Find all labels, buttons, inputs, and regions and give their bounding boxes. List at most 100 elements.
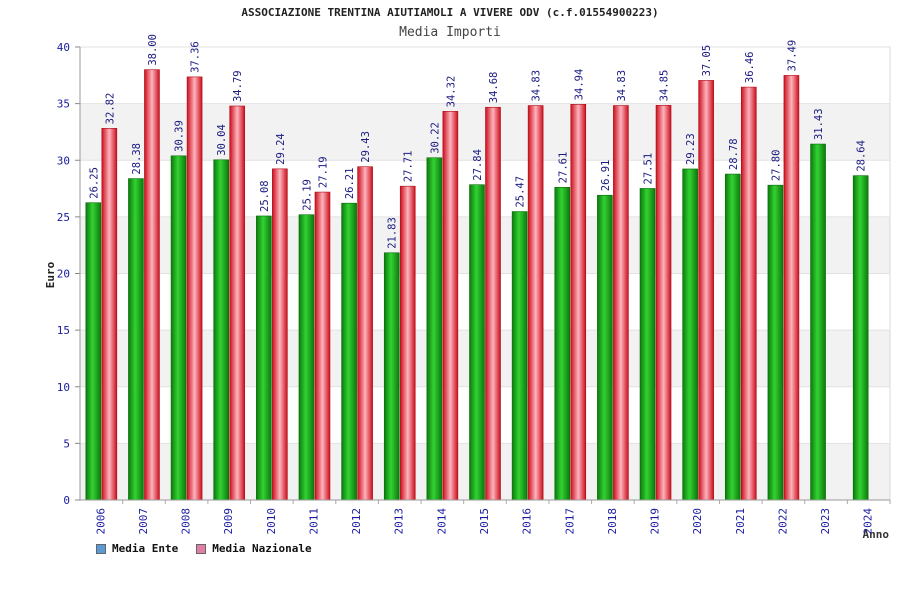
bar-media-ente bbox=[852, 175, 869, 501]
bar-media-nazionale bbox=[229, 105, 246, 501]
bar-media-nazionale bbox=[101, 128, 118, 501]
x-tick-label: 2010 bbox=[265, 508, 278, 535]
data-label: 26.21 bbox=[344, 168, 356, 200]
bar-media-nazionale bbox=[783, 75, 800, 501]
data-label: 30.04 bbox=[216, 124, 228, 156]
bar-media-nazionale bbox=[613, 105, 629, 501]
bar-media-nazionale bbox=[655, 105, 672, 501]
data-label: 34.32 bbox=[445, 76, 457, 108]
x-tick-label: 2024 bbox=[862, 508, 875, 535]
x-tick-label: 2015 bbox=[478, 508, 491, 535]
x-tick-label: 2012 bbox=[350, 508, 363, 535]
legend-label-nazionale: Media Nazionale bbox=[212, 542, 312, 555]
bar-media-ente bbox=[469, 184, 485, 501]
data-label: 26.25 bbox=[88, 167, 100, 199]
bar-media-ente bbox=[383, 252, 400, 501]
data-label: 25.47 bbox=[515, 176, 527, 208]
x-tick-label: 2006 bbox=[94, 508, 107, 535]
bar-media-ente bbox=[341, 202, 357, 501]
x-tick-label: 2009 bbox=[222, 508, 235, 535]
bar-media-ente bbox=[724, 173, 741, 501]
data-label: 36.46 bbox=[744, 51, 756, 83]
x-tick-label: 2017 bbox=[563, 508, 576, 535]
y-tick-label: 10 bbox=[57, 381, 70, 394]
data-label: 25.19 bbox=[301, 179, 313, 211]
data-label: 29.23 bbox=[685, 133, 697, 165]
data-label: 30.22 bbox=[429, 122, 441, 154]
data-label: 38.00 bbox=[147, 34, 159, 66]
x-tick-label: 2018 bbox=[606, 508, 619, 535]
y-tick-label: 20 bbox=[57, 268, 70, 281]
x-tick-label: 2019 bbox=[649, 508, 662, 535]
x-tick-label: 2014 bbox=[435, 508, 448, 535]
data-label: 34.79 bbox=[232, 70, 244, 102]
data-label: 31.43 bbox=[813, 108, 825, 140]
bar-media-ente bbox=[298, 214, 315, 501]
data-label: 32.82 bbox=[104, 93, 116, 125]
data-label: 34.94 bbox=[573, 69, 585, 101]
x-tick-label: 2011 bbox=[307, 508, 320, 535]
data-label: 27.84 bbox=[472, 149, 484, 181]
data-label: 27.19 bbox=[317, 156, 329, 188]
y-tick-label: 35 bbox=[57, 98, 70, 111]
data-label: 28.78 bbox=[728, 138, 740, 170]
data-label: 27.51 bbox=[643, 153, 655, 185]
legend-swatch-ente bbox=[96, 543, 106, 554]
bar-media-nazionale bbox=[357, 166, 373, 501]
data-label: 28.38 bbox=[131, 143, 143, 175]
bar-media-ente bbox=[597, 194, 613, 501]
data-label: 27.71 bbox=[403, 151, 415, 183]
bar-media-nazionale bbox=[740, 86, 757, 501]
x-tick-label: 2023 bbox=[819, 508, 832, 535]
x-tick-label: 2013 bbox=[393, 508, 406, 535]
bar-media-nazionale bbox=[527, 105, 544, 501]
data-label: 21.83 bbox=[387, 217, 399, 249]
y-tick-label: 0 bbox=[63, 494, 70, 507]
data-label: 25.08 bbox=[259, 180, 271, 212]
data-label: 34.85 bbox=[659, 70, 671, 102]
bar-media-nazionale bbox=[698, 80, 714, 501]
legend-swatch-nazionale bbox=[196, 543, 207, 554]
x-tick-label: 2022 bbox=[776, 508, 789, 535]
data-label: 27.80 bbox=[770, 150, 782, 182]
bar-media-ente bbox=[128, 178, 144, 501]
data-label: 34.83 bbox=[531, 70, 543, 102]
y-tick-label: 15 bbox=[57, 324, 70, 337]
bar-media-ente bbox=[170, 155, 187, 501]
legend-item-nazionale: Media Nazionale bbox=[196, 542, 312, 555]
bar-media-nazionale bbox=[442, 111, 459, 501]
x-tick-label: 2020 bbox=[691, 508, 704, 535]
y-tick-label: 40 bbox=[57, 41, 70, 54]
data-label: 29.43 bbox=[360, 131, 372, 163]
y-axis-label: Euro bbox=[44, 261, 57, 288]
data-label: 26.91 bbox=[600, 160, 612, 192]
data-label: 34.83 bbox=[616, 70, 628, 102]
x-axis-label: Anno bbox=[863, 528, 890, 541]
bar-media-nazionale bbox=[314, 191, 331, 501]
legend-item-ente: Media Ente bbox=[96, 542, 178, 555]
y-tick-label: 30 bbox=[57, 154, 70, 167]
bar-media-ente bbox=[810, 143, 826, 501]
bar-media-ente bbox=[511, 211, 528, 501]
bar-media-nazionale bbox=[272, 168, 288, 501]
bar-media-nazionale bbox=[485, 106, 501, 501]
data-label: 27.61 bbox=[557, 152, 569, 184]
bar-media-ente bbox=[554, 187, 571, 501]
bar-media-nazionale bbox=[186, 76, 203, 501]
bar-media-ente bbox=[639, 188, 656, 501]
data-label: 34.68 bbox=[488, 72, 500, 104]
chart-legend: Media Ente Media Nazionale bbox=[96, 542, 312, 555]
data-label: 29.24 bbox=[275, 133, 287, 165]
bar-media-nazionale bbox=[144, 69, 160, 501]
chart-title: ASSOCIAZIONE TRENTINA AIUTIAMOLI A VIVER… bbox=[241, 6, 659, 19]
y-tick-label: 5 bbox=[63, 437, 70, 450]
bar-media-ente bbox=[85, 202, 102, 501]
chart-subtitle: Media Importi bbox=[399, 25, 501, 40]
data-label: 30.39 bbox=[174, 120, 186, 152]
x-tick-label: 2007 bbox=[137, 508, 150, 535]
bar-media-nazionale bbox=[399, 185, 416, 501]
data-label: 37.49 bbox=[786, 40, 798, 72]
x-tick-label: 2008 bbox=[180, 508, 193, 535]
data-label: 28.64 bbox=[856, 140, 868, 172]
